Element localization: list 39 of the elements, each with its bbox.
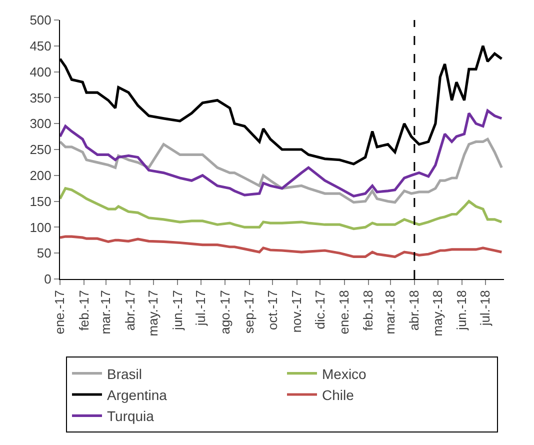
legend-label: Brasil [107, 366, 142, 382]
x-tick-label: may.-18 [430, 290, 446, 336]
x-tick-label: sep.-17 [242, 290, 257, 334]
line-series [60, 109, 503, 198]
line-series [60, 138, 503, 204]
x-tick-label: ene.-17 [52, 290, 68, 334]
legend-label: Mexico [322, 366, 367, 382]
y-tick-label: 450 [30, 38, 52, 54]
legend-label: Argentina [107, 386, 168, 403]
y-tick-label: 200 [30, 168, 52, 183]
x-tick-label: ago.-17 [217, 290, 232, 334]
x-tick-label: abr.-18 [406, 290, 422, 331]
line-series [60, 235, 503, 258]
x-tick-label: feb.-18 [360, 290, 376, 331]
y-tick-label: 250 [30, 142, 52, 158]
y-tick-label: 150 [30, 194, 52, 209]
x-tick-label: feb.-17 [76, 290, 92, 331]
x-tick-label: oct.-17 [264, 290, 280, 330]
x-tick-label: ene.-18 [336, 290, 352, 334]
x-tick-label: mar.-18 [382, 290, 398, 334]
y-tick-label: 0 [44, 272, 52, 287]
y-tick-label: 300 [30, 116, 52, 132]
x-tick-label: nov.-17 [289, 290, 304, 333]
x-tick-label: jul.-17 [193, 290, 208, 327]
y-tick-label: 400 [30, 64, 52, 80]
y-tick-label: 50 [36, 246, 52, 261]
x-tick-label: jun.-17 [170, 290, 185, 331]
line-series [60, 187, 503, 230]
x-tick-label: may.-17 [146, 290, 161, 336]
y-tick-label: 500 [30, 12, 52, 28]
x-tick-label: jun.-18 [454, 290, 470, 331]
y-tick-label: 350 [30, 90, 52, 106]
x-tick-label: mar.-17 [98, 290, 114, 334]
x-tick-label: abr.-17 [122, 290, 138, 331]
y-tick-label: 100 [30, 220, 52, 235]
legend-label: Turquia [107, 408, 154, 424]
x-tick-label: dic.-17 [312, 290, 328, 330]
legend-label: Chile [322, 386, 354, 403]
x-tick-label: jul.-18 [478, 290, 493, 327]
